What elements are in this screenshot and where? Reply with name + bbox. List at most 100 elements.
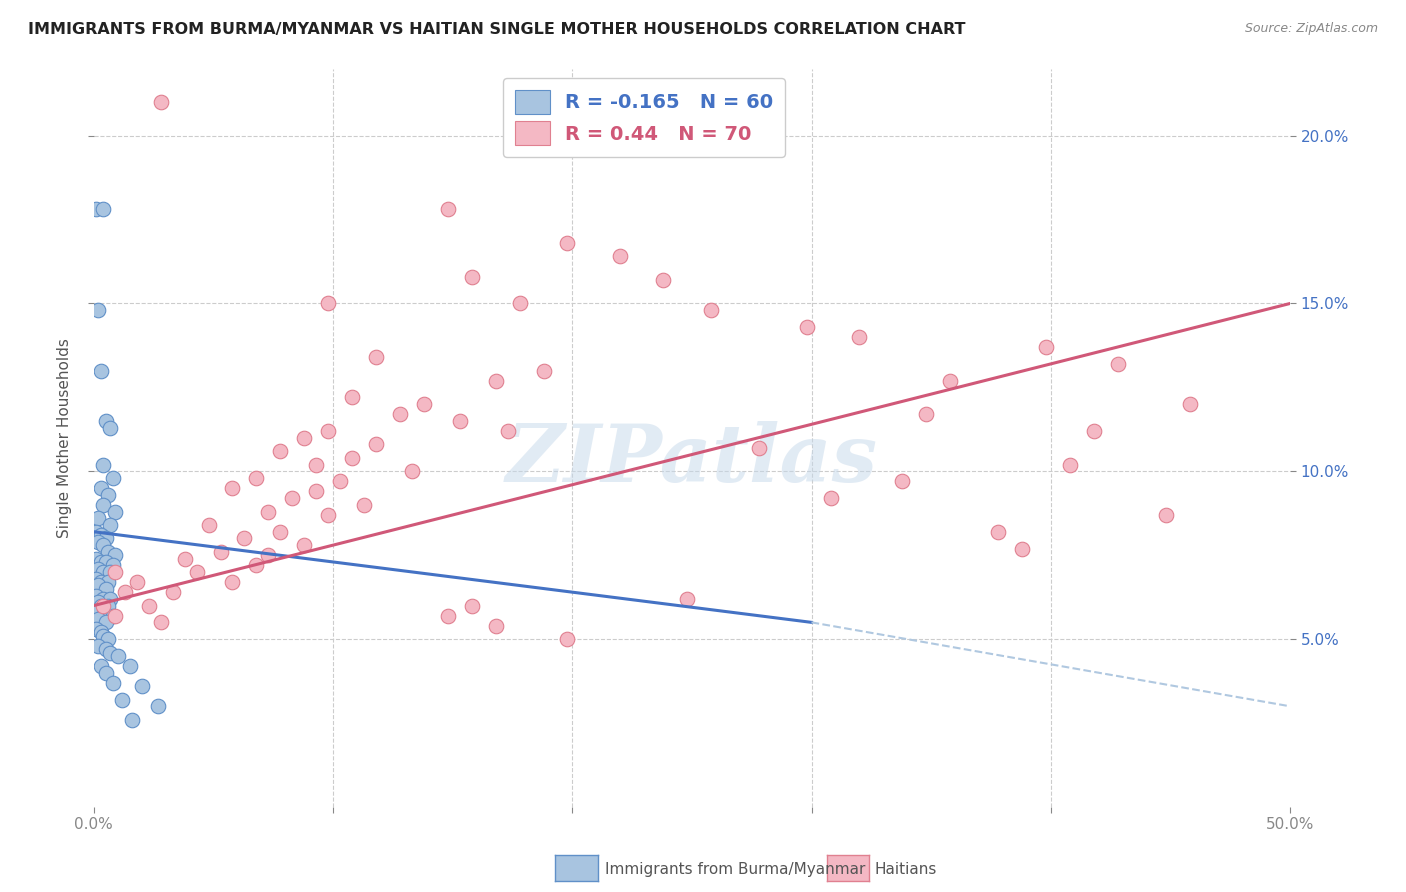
Point [101,471,124,485]
Point [97,545,120,559]
Point [121,713,143,727]
Point [305,484,328,499]
Point [292,431,315,445]
Point [269,444,291,458]
Point [87,612,110,626]
Point [111,692,134,706]
Point [209,545,232,559]
Point [221,481,243,495]
Point [87,578,110,592]
Point [90,528,112,542]
Point [987,524,1010,539]
Point [87,534,110,549]
Point [97,575,120,590]
Point [91,629,114,643]
Point [94,642,117,657]
Point [87,595,110,609]
Point [353,498,375,512]
Point [652,273,675,287]
Text: Source: ZipAtlas.com: Source: ZipAtlas.com [1244,22,1378,36]
Point [87,511,110,525]
Point [796,320,818,334]
Point [107,648,129,663]
Point [114,585,136,599]
Point [820,491,842,505]
Point [104,608,127,623]
Point [90,555,112,569]
Point [1107,357,1129,371]
Point [125,575,148,590]
Point [91,202,114,217]
Point [91,498,114,512]
Point [609,250,631,264]
Point [90,363,112,377]
Point [557,632,579,647]
Point [557,235,579,250]
Point [100,565,122,579]
Point [891,475,914,489]
Point [90,625,112,640]
Point [87,303,110,318]
Point [90,575,112,590]
Point [496,424,519,438]
Legend: R = -0.165   N = 60, R = 0.44   N = 70: R = -0.165 N = 60, R = 0.44 N = 70 [503,78,785,157]
Point [104,548,127,562]
Point [676,591,699,606]
Point [104,505,127,519]
Point [316,296,339,310]
Point [245,558,267,573]
Point [94,414,117,428]
Y-axis label: Single Mother Households: Single Mother Households [58,338,72,538]
Point [97,632,120,647]
Point [84,605,107,619]
Point [915,407,938,421]
Point [340,391,363,405]
Point [1011,541,1033,556]
Point [91,538,114,552]
Point [90,659,112,673]
Point [340,450,363,465]
Point [97,488,120,502]
Point [162,585,184,599]
Point [364,350,387,364]
Point [257,505,280,519]
Point [100,646,122,660]
Point [509,296,531,310]
Point [848,330,870,344]
Point [401,464,423,478]
Point [94,665,117,680]
Point [100,420,122,434]
Point [84,524,107,539]
Point [131,679,153,693]
Point [97,599,120,613]
Point [101,608,124,623]
Point [485,618,508,632]
Point [412,397,434,411]
Point [91,599,114,613]
Point [437,608,460,623]
Point [449,414,471,428]
Point [269,524,291,539]
Point [87,639,110,653]
Point [84,551,107,566]
Point [104,565,127,579]
Point [100,591,122,606]
Point [94,615,117,630]
Point [292,538,315,552]
Point [149,615,172,630]
Point [90,599,112,613]
Point [364,437,387,451]
Point [84,572,107,586]
Point [1178,397,1201,411]
Point [1083,424,1105,438]
Point [94,555,117,569]
Point [100,518,122,533]
Point [533,363,555,377]
Point [91,608,114,623]
Point [118,659,141,673]
Point [149,95,172,109]
Point [90,481,112,495]
Point [87,562,110,576]
Point [1035,340,1057,354]
Point [221,575,243,590]
